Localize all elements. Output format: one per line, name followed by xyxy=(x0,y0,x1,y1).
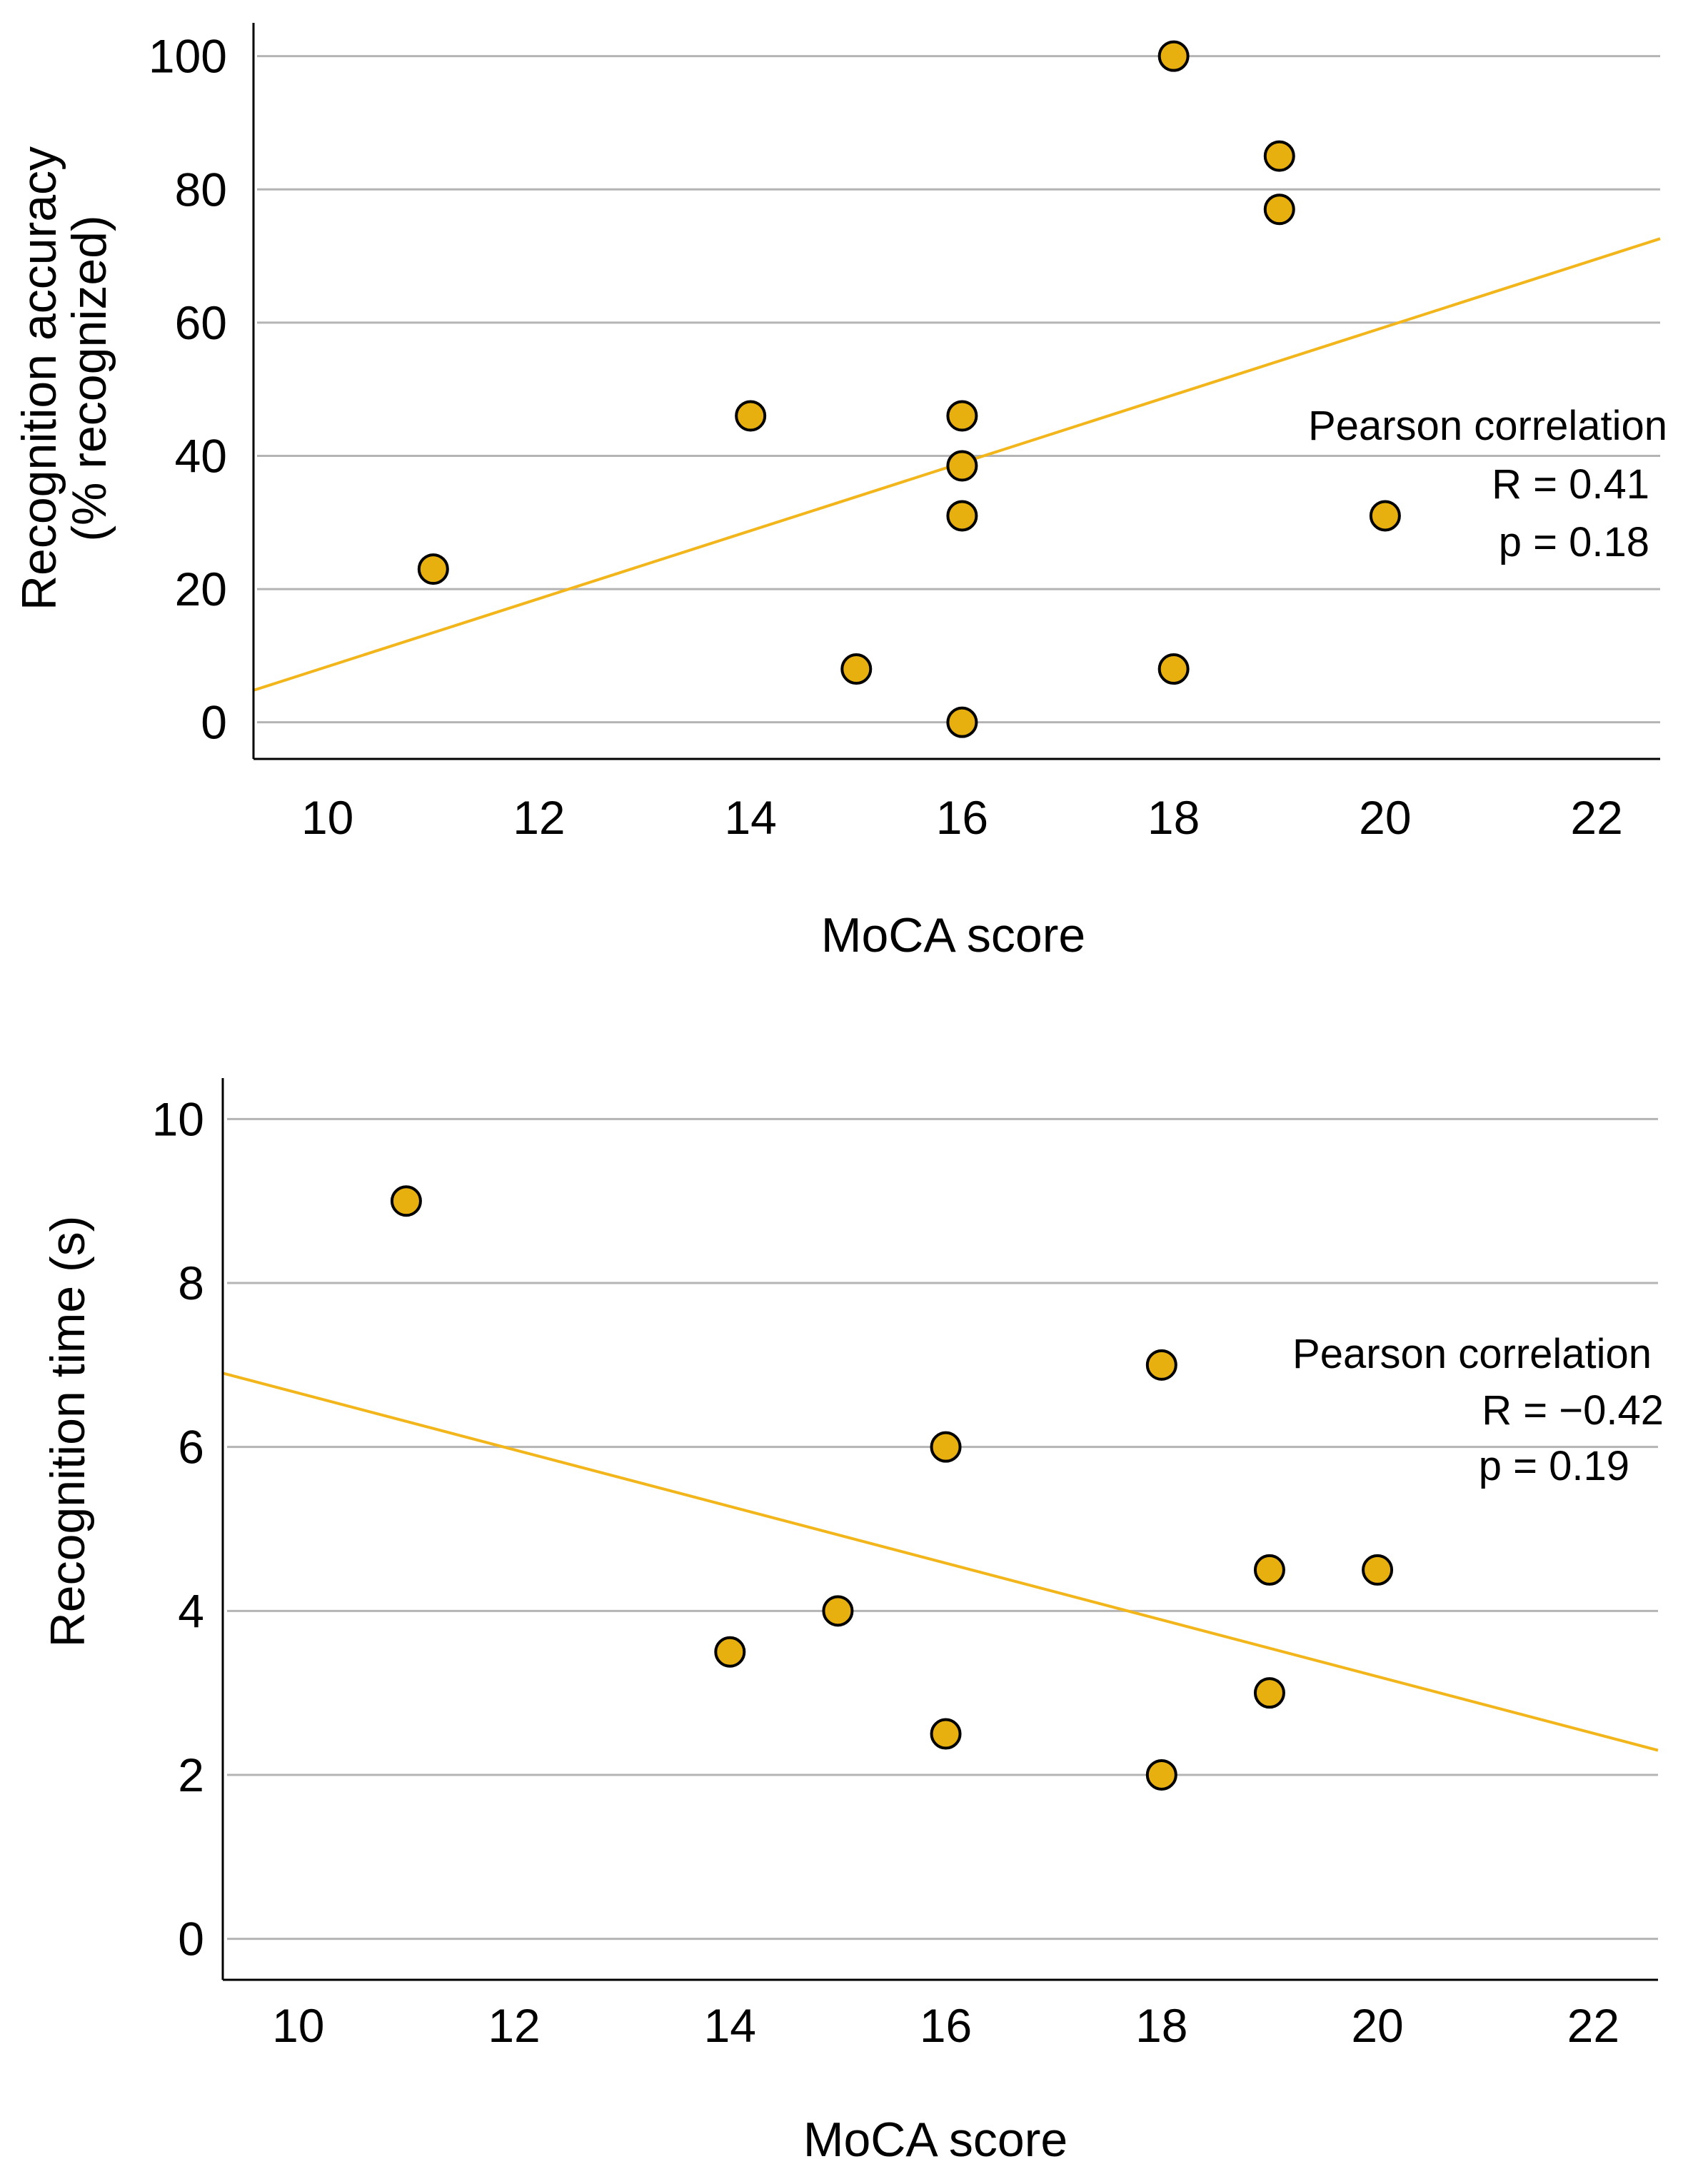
accuracy-annotation-title: Pearson correlation xyxy=(1308,403,1667,449)
accuracy-y-tick-label-0: 0 xyxy=(201,696,227,749)
time-y-tick-label-3: 6 xyxy=(178,1421,204,1474)
accuracy-data-point-4 xyxy=(946,450,978,482)
accuracy-x-tick-label-3: 16 xyxy=(936,791,988,844)
time-data-point-6 xyxy=(1145,1758,1177,1791)
accuracy-x-tick-label-4: 18 xyxy=(1147,791,1200,844)
accuracy-y-tick-label-4: 80 xyxy=(175,163,227,216)
accuracy-x-axis-title: MoCA score xyxy=(821,908,1085,962)
time-x-tick-label-2: 14 xyxy=(704,1999,756,2052)
time-y-tick-label-5: 10 xyxy=(152,1092,204,1145)
accuracy-data-point-3 xyxy=(946,400,978,432)
accuracy-points xyxy=(417,40,1401,738)
accuracy-data-point-2 xyxy=(840,653,873,685)
accuracy-data-point-7 xyxy=(1157,40,1190,72)
accuracy-data-point-11 xyxy=(1369,500,1401,532)
time-data-point-8 xyxy=(1253,1677,1285,1709)
time-x-tick-label-5: 20 xyxy=(1351,1999,1403,2052)
accuracy-y-tick-label-2: 40 xyxy=(175,429,227,482)
accuracy-y-tick-label-1: 20 xyxy=(175,563,227,615)
time-chart: 0 2 4 6 8 10 10 12 14 16 18 20 22 Recognition time … xyxy=(41,1078,1664,2167)
accuracy-data-point-10 xyxy=(1263,193,1295,226)
time-annotation-r: R = −0.42 xyxy=(1482,1387,1664,1434)
accuracy-axes xyxy=(252,23,1660,760)
time-annotation-p: p = 0.19 xyxy=(1479,1443,1629,1489)
time-data-point-2 xyxy=(822,1595,854,1627)
time-data-point-4 xyxy=(930,1718,962,1750)
accuracy-y-axis-title-line2: (% recognized) xyxy=(62,215,116,541)
time-data-point-5 xyxy=(1145,1349,1177,1381)
time-data-point-9 xyxy=(1362,1554,1394,1586)
time-data-point-3 xyxy=(930,1431,962,1463)
accuracy-data-point-6 xyxy=(946,706,978,738)
accuracy-x-tick-label-2: 14 xyxy=(724,791,776,844)
time-y-axis-title: Recognition time (s) xyxy=(41,1216,95,1648)
time-x-tick-label-1: 12 xyxy=(488,1999,540,2052)
time-x-tick-label-0: 10 xyxy=(272,1999,324,2052)
accuracy-x-tick-label-6: 22 xyxy=(1570,791,1622,844)
accuracy-y-ticks: 0 20 40 60 80 100 xyxy=(149,30,227,749)
accuracy-x-ticks: 10 12 14 16 18 20 22 xyxy=(301,791,1623,844)
time-annotation-title: Pearson correlation xyxy=(1292,1331,1652,1377)
accuracy-y-tick-label-3: 60 xyxy=(175,296,227,349)
time-fit-line-group xyxy=(222,1372,1659,1752)
time-x-axis-title: MoCA score xyxy=(803,2113,1067,2167)
time-data-point-0 xyxy=(390,1185,422,1217)
accuracy-chart: 0 20 40 60 80 100 10 12 14 16 18 20 22 Recognition … xyxy=(12,23,1667,962)
time-x-tick-label-6: 22 xyxy=(1567,1999,1619,2052)
time-y-tick-label-4: 8 xyxy=(178,1257,204,1309)
time-axes xyxy=(221,1078,1658,1981)
time-x-tick-label-4: 18 xyxy=(1135,1999,1187,2052)
accuracy-y-tick-label-5: 100 xyxy=(149,30,227,83)
accuracy-annotation-r: R = 0.41 xyxy=(1492,461,1649,508)
accuracy-x-tick-label-5: 20 xyxy=(1359,791,1411,844)
time-points xyxy=(390,1185,1394,1791)
accuracy-data-point-0 xyxy=(417,553,449,585)
accuracy-data-point-8 xyxy=(1157,653,1190,685)
time-gridlines xyxy=(227,1117,1658,1941)
time-fit-line xyxy=(222,1372,1659,1752)
accuracy-x-tick-label-0: 10 xyxy=(301,791,353,844)
time-data-point-1 xyxy=(714,1636,746,1668)
time-y-tick-label-1: 2 xyxy=(178,1748,204,1801)
accuracy-annotation-p: p = 0.18 xyxy=(1499,519,1649,565)
accuracy-data-point-1 xyxy=(735,400,767,432)
time-y-tick-label-0: 0 xyxy=(178,1913,204,1966)
time-x-tick-label-3: 16 xyxy=(920,1999,972,2052)
time-y-ticks: 0 2 4 6 8 10 xyxy=(152,1092,204,1965)
time-y-tick-label-2: 4 xyxy=(178,1584,204,1637)
accuracy-data-point-9 xyxy=(1263,140,1295,172)
accuracy-x-tick-label-1: 12 xyxy=(513,791,565,844)
accuracy-data-point-5 xyxy=(946,500,978,532)
time-data-point-7 xyxy=(1253,1554,1285,1586)
accuracy-y-axis-title-line1: Recognition accuracy xyxy=(12,146,66,610)
time-x-ticks: 10 12 14 16 18 20 22 xyxy=(272,1999,1619,2052)
